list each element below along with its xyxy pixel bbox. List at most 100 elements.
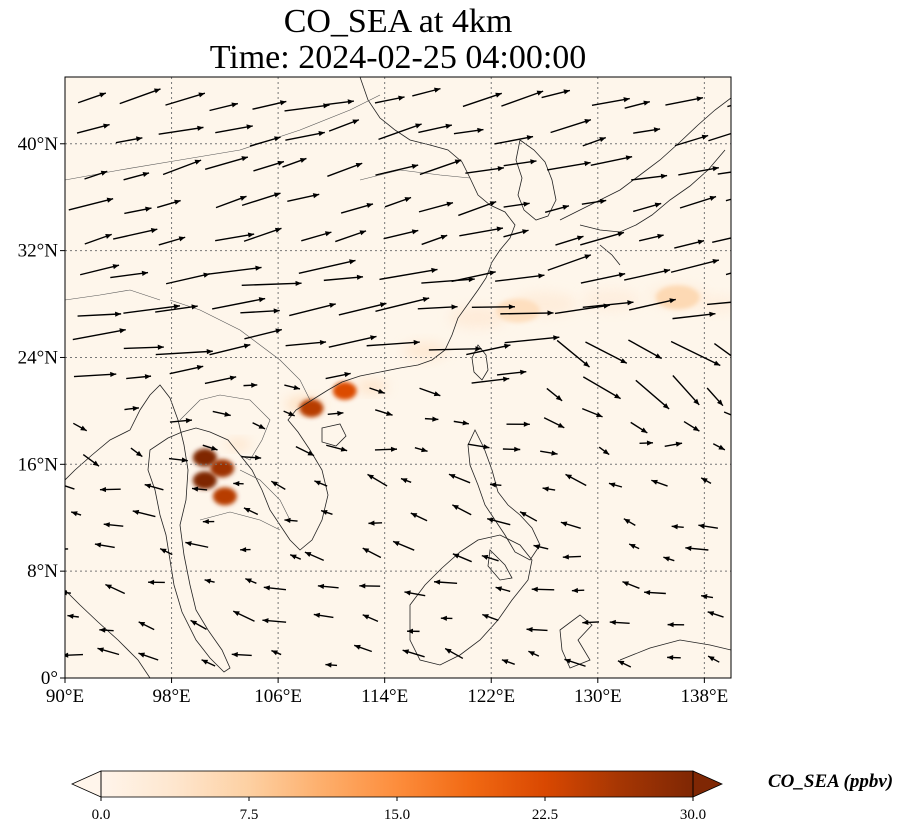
wind-vector xyxy=(598,446,610,456)
wind-vector xyxy=(672,311,716,320)
wind-vector xyxy=(110,270,149,279)
wind-vector xyxy=(424,416,439,422)
wind-vector xyxy=(581,198,607,205)
wind-vector xyxy=(263,585,287,591)
wind-vector xyxy=(670,340,721,367)
wind-vector xyxy=(215,124,253,134)
wind-vector xyxy=(368,520,383,526)
wind-vector xyxy=(665,96,704,106)
wind-vector xyxy=(481,554,499,562)
wind-vector xyxy=(320,509,333,515)
wind-vector xyxy=(531,586,555,592)
wind-vector xyxy=(138,621,155,631)
wind-vector xyxy=(353,644,373,653)
wind-vector xyxy=(327,162,363,177)
wind-vector xyxy=(471,376,510,384)
wind-vector xyxy=(283,410,295,417)
wind-vector xyxy=(240,308,280,314)
wind-vector xyxy=(633,127,661,134)
wind-vector xyxy=(543,417,565,429)
wind-vector xyxy=(148,579,165,585)
wind-vector xyxy=(582,376,621,400)
wind-vector xyxy=(155,349,213,356)
plume-hotspot-7 xyxy=(655,285,700,310)
wind-vector xyxy=(65,485,75,490)
wind-vector xyxy=(489,482,502,488)
wind-vector xyxy=(285,131,325,141)
wind-vector xyxy=(555,235,584,246)
wind-vector xyxy=(406,628,420,634)
wind-vector xyxy=(585,341,628,364)
wind-vector xyxy=(287,193,320,203)
plume-hotspot-2 xyxy=(210,459,235,478)
wind-vector xyxy=(204,578,215,584)
wind-vector xyxy=(72,422,88,432)
wind-vector xyxy=(103,522,124,528)
colorbar-tick-label: 7.5 xyxy=(240,807,259,823)
wind-vector xyxy=(162,159,202,176)
wind-vector xyxy=(672,375,700,406)
wind-vector xyxy=(418,201,454,213)
wind-vector xyxy=(700,594,714,600)
wind-vector xyxy=(624,100,651,109)
wind-vector xyxy=(112,228,158,240)
wind-vector xyxy=(202,518,215,525)
wind-vector xyxy=(452,504,472,516)
wind-vector xyxy=(338,302,387,316)
wind-vector xyxy=(630,421,648,434)
wind-vector xyxy=(582,300,634,309)
wind-vector xyxy=(84,170,108,180)
wind-vector xyxy=(609,619,630,626)
wind-vector xyxy=(123,344,164,350)
wind-vector xyxy=(201,659,216,667)
wind-vector xyxy=(68,197,114,211)
map-frame xyxy=(64,76,732,679)
wind-vector xyxy=(421,234,448,246)
colorbar-tick-label: 0.0 xyxy=(92,807,111,823)
wind-vector xyxy=(400,477,412,484)
wind-vector xyxy=(82,453,100,467)
wind-vector xyxy=(707,655,720,663)
wind-vector xyxy=(374,95,405,104)
wind-vector xyxy=(671,524,684,530)
wind-vector xyxy=(132,509,156,518)
wind-vector xyxy=(453,127,484,135)
colorbar-tick-label: 22.5 xyxy=(532,807,558,823)
wind-vector xyxy=(215,232,255,242)
wind-vector xyxy=(670,259,720,273)
wind-vector xyxy=(544,204,570,213)
map-title-line1: CO_SEA at 4km xyxy=(283,3,513,40)
wind-vector xyxy=(582,136,607,147)
colorbar-extend-max xyxy=(692,770,723,798)
wind-vector xyxy=(374,446,398,452)
wind-vector xyxy=(453,420,469,426)
wind-vector xyxy=(638,233,664,242)
wind-vector xyxy=(156,199,181,209)
wind-vector xyxy=(503,159,537,167)
wind-vector xyxy=(375,163,419,176)
wind-vector xyxy=(725,272,731,276)
x-tick-label: 130°E xyxy=(574,686,622,707)
concentration-field-background xyxy=(65,77,731,678)
wind-vector xyxy=(707,301,731,306)
plume-hotspot-4 xyxy=(299,399,324,418)
wind-vector xyxy=(402,649,425,658)
plume-hotspot-0 xyxy=(192,448,217,467)
plume-haze xyxy=(225,439,251,450)
wind-vector xyxy=(410,512,428,522)
wind-vector xyxy=(392,540,415,551)
wind-vector xyxy=(582,619,600,626)
wind-vector xyxy=(244,328,282,340)
wind-vector xyxy=(667,654,681,661)
wind-vector xyxy=(378,123,422,141)
wind-vector xyxy=(412,87,441,97)
wind-vector xyxy=(158,236,186,246)
wind-vector xyxy=(76,123,110,134)
wind-vector xyxy=(540,450,558,456)
wind-vector xyxy=(243,507,259,516)
colorbar: 0.0 7.5 15.0 22.5 30.0 xyxy=(71,770,723,823)
colorbar-tick-label: 30.0 xyxy=(680,807,706,823)
wind-vector xyxy=(421,276,475,284)
wind-vector xyxy=(651,479,668,487)
y-axis-ticks: 0° 8°N 16°N 24°N 32°N 40°N xyxy=(18,134,65,689)
